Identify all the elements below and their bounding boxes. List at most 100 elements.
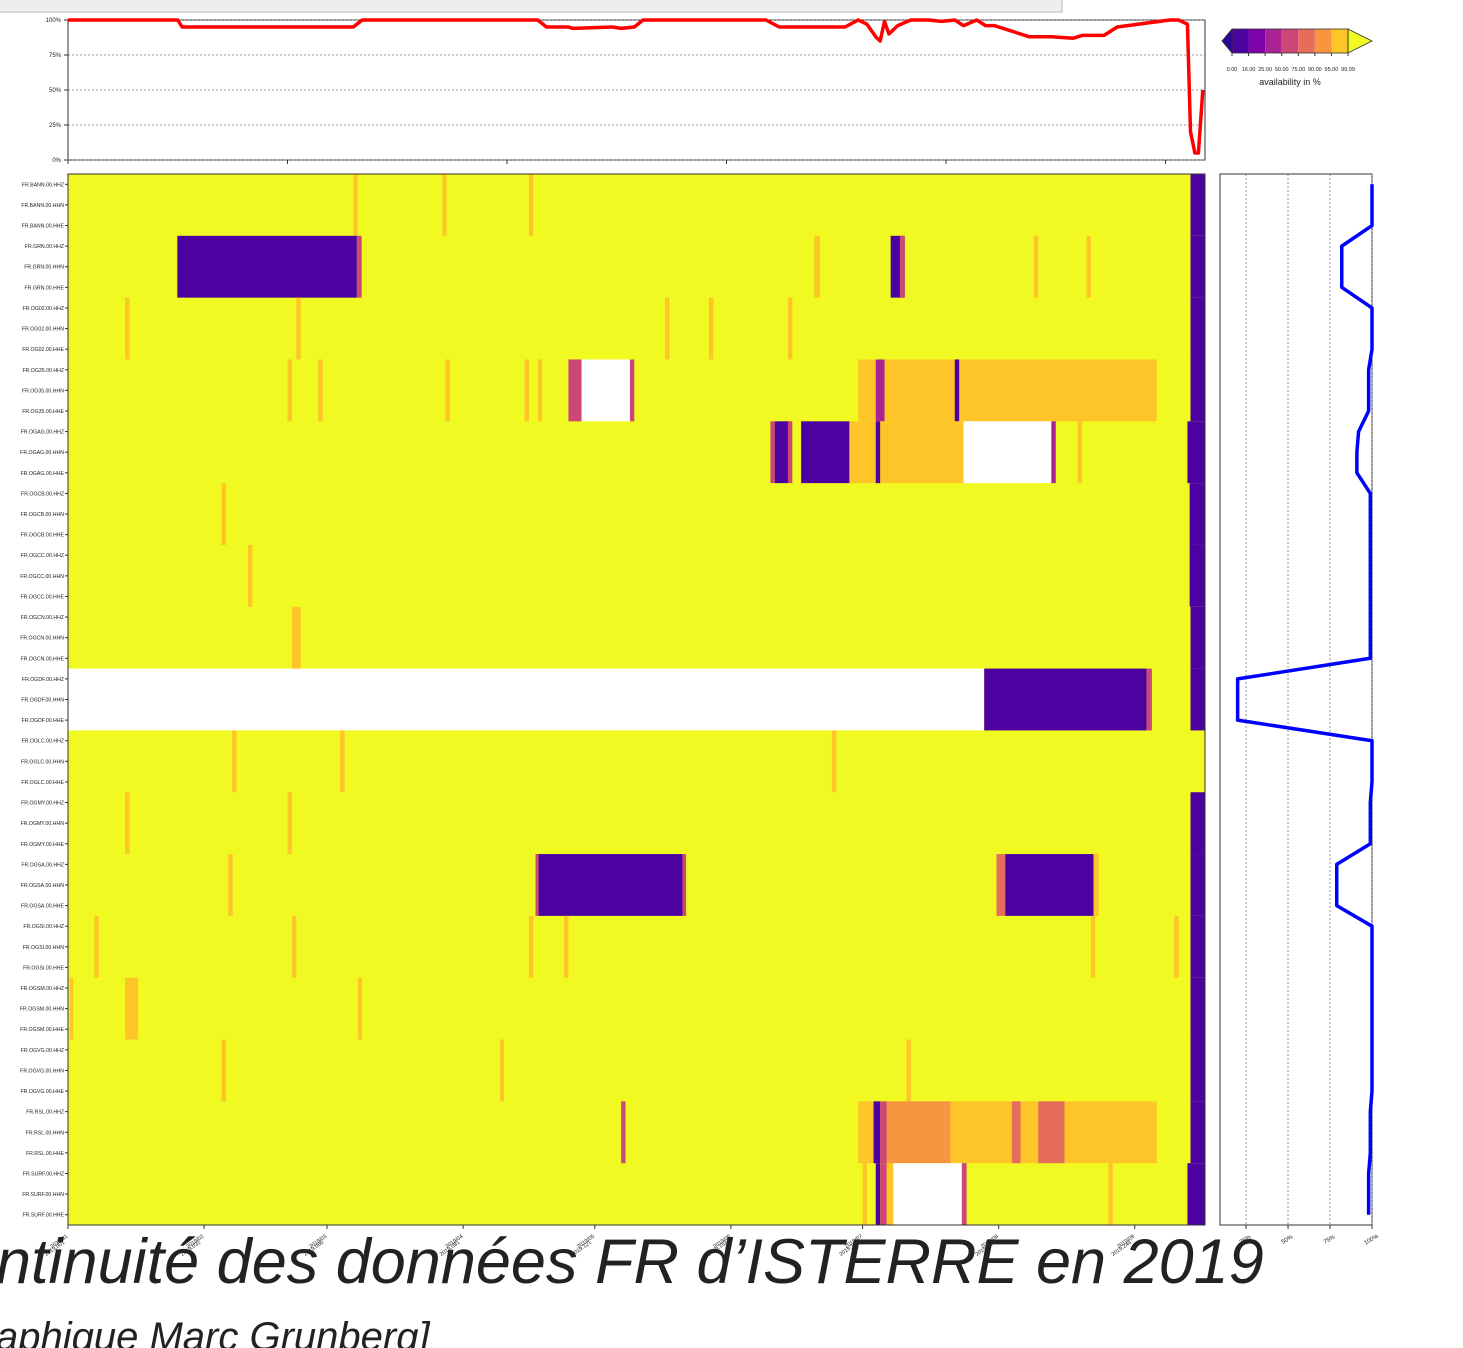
availability-cell xyxy=(963,421,1052,484)
availability-cell xyxy=(893,1163,962,1225)
y-tick-label: FR.OGAG.00.HHZ xyxy=(21,430,64,436)
y-tick-label: FR.OGLC.00.HHE xyxy=(21,780,64,786)
colorbar-bin xyxy=(1331,29,1348,53)
y-tick-label: FR.OGLC.00.HHZ xyxy=(22,739,64,745)
colorbar-frame xyxy=(1231,28,1349,54)
y-tick-label: FR.OGSM.00.HHZ xyxy=(20,986,64,992)
availability-cell xyxy=(1093,854,1099,916)
availability-cell xyxy=(228,854,233,916)
availability-cell xyxy=(814,235,821,298)
colorbar-label: availability in % xyxy=(1259,77,1321,87)
availability-cell xyxy=(1190,606,1205,669)
availability-cell xyxy=(875,1163,881,1225)
x-tick-label: 100% xyxy=(1363,1233,1380,1246)
availability-cell xyxy=(247,544,253,607)
availability-cell xyxy=(886,1163,894,1225)
y-tick-label: FR.GRN.00.HHE xyxy=(25,285,65,291)
y-tick-label: FR.GRN.00.HHN xyxy=(24,265,64,271)
availability-cell xyxy=(581,359,630,422)
availability-cell xyxy=(858,359,1157,422)
availability-line xyxy=(1235,184,1374,1215)
availability-cell xyxy=(1086,235,1091,298)
y-tick-label: FR.OGCB.00.HHE xyxy=(21,533,65,539)
availability-cell xyxy=(291,915,297,978)
availability-cell xyxy=(1190,235,1205,298)
colorbar-tick-label: 75.00 xyxy=(1291,67,1305,73)
availability-cell xyxy=(340,730,345,793)
availability-cell xyxy=(1033,235,1039,298)
y-tick-label: 100% xyxy=(46,18,62,24)
colorbar-tick-label: 90.00 xyxy=(1308,67,1322,73)
colorbar-bin xyxy=(1298,29,1315,53)
availability-cell xyxy=(524,359,529,422)
availability-cell xyxy=(177,235,357,298)
availability-cell xyxy=(1190,915,1205,978)
availability-cell xyxy=(787,297,793,360)
availability-cell xyxy=(880,1101,887,1164)
availability-cell xyxy=(287,792,292,855)
availability-cell xyxy=(357,977,363,1040)
availability-cell xyxy=(564,915,569,978)
x-tick-label: 25% xyxy=(1239,1234,1253,1246)
availability-cell xyxy=(961,1163,967,1225)
y-tick-label: FR.BANN.00.HHN xyxy=(21,203,64,209)
availability-cell xyxy=(1187,1163,1205,1225)
availability-cell xyxy=(1190,359,1205,422)
colorbar-bin xyxy=(1314,29,1332,53)
availability-cell xyxy=(629,359,635,422)
y-tick-label: FR.OGSI.00.HHN xyxy=(23,945,64,951)
colorbar-tick-label: 25.00 xyxy=(1258,67,1272,73)
y-tick-label: FR.OGVG.00.HHZ xyxy=(21,1048,64,1054)
colorbar-over xyxy=(1347,28,1373,54)
availability-cell xyxy=(708,297,714,360)
y-tick-label: FR.OGCN.00.HHE xyxy=(20,656,64,662)
colorbar-bin xyxy=(1232,29,1249,53)
heatmap: FR.BANN.00.HHZ FR.BANN.00.HHN FR.BANN.00.H… xyxy=(20,173,1206,1258)
availability-cell xyxy=(535,854,539,916)
y-tick-label: FR.OGSM.00.HHE xyxy=(20,1027,64,1033)
availability-cell xyxy=(538,854,683,916)
y-tick-label: FR.OGDF.00.HHZ xyxy=(22,677,64,683)
y-tick-label: FR.OG35.00.HHN xyxy=(22,388,64,394)
availability-cell xyxy=(1190,854,1205,916)
availability-cell xyxy=(125,977,139,1040)
availability-cell xyxy=(1011,1101,1021,1164)
y-tick-label: 50% xyxy=(49,88,62,94)
y-tick-label: FR.OGSI.00.HHE xyxy=(23,965,64,971)
availability-cell xyxy=(899,235,905,298)
availability-cell xyxy=(1190,297,1205,360)
availability-cell xyxy=(528,915,534,978)
y-tick-label: FR.BANN.00.HHZ xyxy=(22,182,64,188)
right-chart: 25% 50% 75% 100% xyxy=(1219,173,1380,1247)
availability-cell xyxy=(1005,854,1094,916)
availability-cell xyxy=(356,235,362,298)
availability-cell xyxy=(69,977,74,1040)
colorbar-tick-label: 0.00 xyxy=(1227,67,1238,73)
y-tick-label: FR.OGSA.00.HHZ xyxy=(21,862,64,868)
colorbar-tick-label: 95.00 xyxy=(1325,67,1339,73)
availability-cell xyxy=(801,421,850,484)
y-tick-label: FR.OGDF.00.HHE xyxy=(22,718,65,724)
y-tick-label: FR.OGCN.00.HHN xyxy=(20,636,64,642)
y-tick-label: FR.OGMY.00.HHE xyxy=(21,842,65,848)
y-tick-label: FR.OGCB.00.HHZ xyxy=(21,491,64,497)
availability-cell xyxy=(787,421,793,484)
availability-cell xyxy=(1189,483,1205,545)
y-tick-label: FR.OG35.00.HHZ xyxy=(22,368,64,374)
availability-cell xyxy=(528,174,534,236)
y-tick-label: FR.OGCB.00.HHN xyxy=(20,512,64,518)
y-tick-label: FR.OG02.00.HHZ xyxy=(22,306,64,312)
availability-cell xyxy=(221,1039,227,1102)
availability-cell xyxy=(875,421,881,484)
availability-cell xyxy=(125,297,130,360)
availability-cell xyxy=(291,606,301,669)
y-tick-label: FR.SURF.00.HHE xyxy=(22,1213,64,1219)
y-tick-label: FR.OGAG.00.HHN xyxy=(20,450,64,456)
availability-cell xyxy=(862,1163,867,1225)
top-chart: 0% 25% 50% 75% 100% xyxy=(46,18,1206,164)
caption-subtitle: aphique Marc Grunberg] xyxy=(0,1315,430,1348)
availability-cell xyxy=(906,1039,911,1102)
availability-cell xyxy=(1190,668,1205,731)
availability-cell xyxy=(221,483,227,545)
availability-cell xyxy=(445,359,450,422)
